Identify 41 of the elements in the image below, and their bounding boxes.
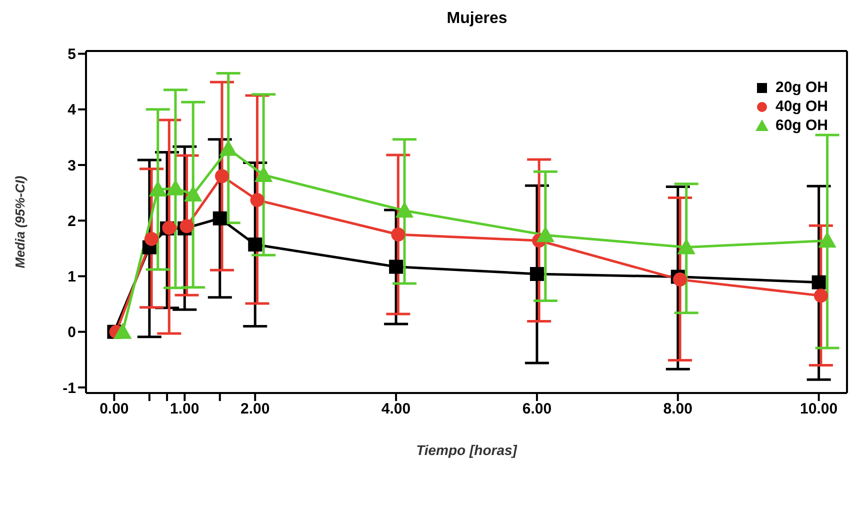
y-tick-label: 1 [68, 268, 76, 286]
y-tick-label: 0 [68, 324, 76, 342]
x-tick-label: 8.00 [663, 400, 692, 418]
point [818, 232, 836, 248]
y-tick-label: 4 [68, 102, 77, 119]
point [530, 266, 544, 281]
x-axis-title: Tiempo [horas] [416, 442, 518, 458]
point [812, 275, 826, 290]
point [184, 185, 202, 202]
point [148, 180, 167, 196]
y-tick-label: 2 [68, 212, 76, 230]
y-tick-label: 5 [68, 46, 76, 64]
x-tick-label: 0.00 [100, 400, 129, 418]
x-tick-label: 1.00 [170, 400, 200, 418]
legend-label: 60g OH [775, 116, 828, 135]
x-tick-label: 2.00 [240, 400, 270, 418]
chart-title: Mujeres [446, 10, 508, 28]
point [677, 238, 696, 254]
legend-label: 20g OH [775, 78, 828, 97]
x-tick-label: 6.00 [522, 400, 552, 418]
point [248, 238, 262, 252]
x-tick-label: 10.00 [800, 400, 838, 418]
point [250, 193, 264, 208]
y-axis-title: Media (95%-CI) [12, 176, 28, 268]
point [391, 228, 406, 242]
point [536, 226, 555, 242]
point [395, 202, 414, 218]
point [673, 272, 688, 287]
x-tick-label: 4.00 [381, 400, 411, 418]
point [214, 169, 229, 184]
y-tick-label: 3 [68, 157, 76, 174]
point [814, 288, 828, 303]
legend-label: 40g OH [775, 97, 828, 116]
point [144, 232, 159, 246]
point [389, 260, 404, 274]
y-tick-label: -1 [62, 380, 76, 397]
point [254, 166, 273, 182]
point [212, 211, 227, 226]
point [219, 140, 238, 156]
point [166, 179, 185, 196]
point [114, 322, 132, 339]
